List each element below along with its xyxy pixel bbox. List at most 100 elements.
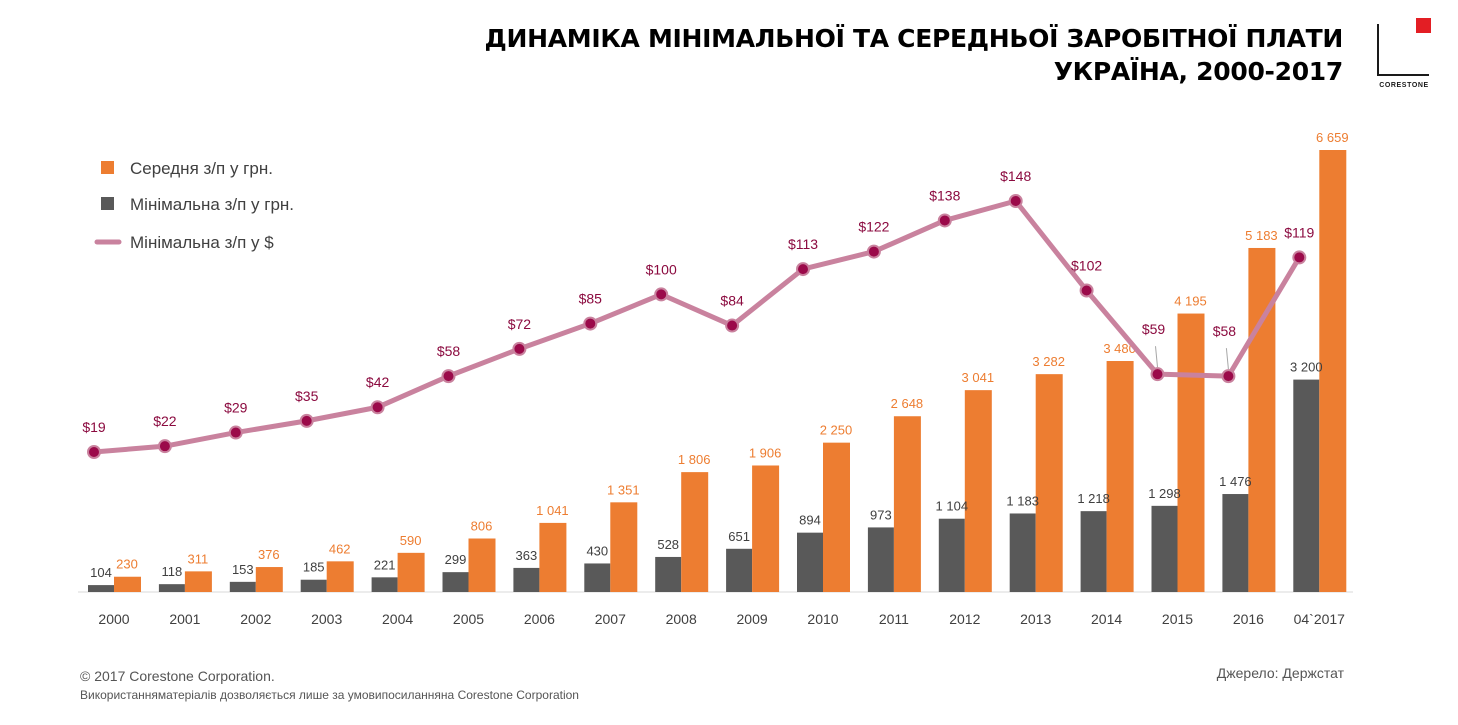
- min-wage-label-2011: 973: [870, 507, 892, 522]
- min-wage-label-2003: 185: [303, 560, 325, 575]
- logo-frame: [1377, 24, 1429, 76]
- min-wage-bar-2016: [1222, 494, 1249, 592]
- avg-wage-label-2003: 462: [329, 541, 351, 556]
- usd-label-2014: $102: [1071, 258, 1102, 274]
- usd-label-2013: $148: [1000, 168, 1031, 184]
- avg-wage-bar-2004: [397, 552, 425, 592]
- x-tick-label-2002: 2002: [240, 611, 271, 627]
- usd-leader-2016: [1225, 348, 1229, 370]
- usd-label-2010: $113: [788, 236, 818, 252]
- x-tick-label-2016: 2016: [1233, 611, 1264, 627]
- corestone-logo: CORESTONE: [1374, 18, 1434, 94]
- x-tick-label-2000: 2000: [98, 611, 129, 627]
- usd-line-layer: $19 $22 $29 $35 $42 $58 $72 $85 $100 $84 $113 $122 $…: [82, 168, 1315, 459]
- min-wage-bar-2006: [513, 567, 540, 592]
- usd-point-2016: [1221, 369, 1236, 384]
- min-wage-bar-2009: [726, 548, 753, 592]
- min-wage-bar-04`2017: [1293, 379, 1320, 592]
- usd-point-2015: [1150, 367, 1165, 382]
- min-wage-label-2001: 118: [162, 564, 183, 579]
- avg-wage-bar-2001: [184, 571, 212, 592]
- avg-wage-label-2002: 376: [258, 547, 280, 562]
- avg-wage-bar-2015: [1177, 313, 1205, 592]
- logo-red-square: [1416, 18, 1431, 33]
- min-wage-label-2008: 528: [657, 537, 679, 552]
- min-wage-label-2010: 894: [799, 513, 821, 528]
- min-wage-bar-2013: [1009, 513, 1036, 592]
- usd-label-2005: $58: [437, 343, 461, 359]
- x-tick-label-2004: 2004: [382, 611, 413, 627]
- avg-wage-label-2015: 4 195: [1174, 294, 1207, 309]
- avg-wage-label-2007: 1 351: [607, 482, 640, 497]
- usd-point-2008: [654, 287, 669, 302]
- avg-wage-label-2014: 3 480: [1103, 341, 1136, 356]
- avg-wage-label-2006: 1 041: [536, 503, 569, 518]
- usd-leader-2015: [1155, 346, 1158, 368]
- min-wage-label-2000: 104: [90, 565, 112, 580]
- usd-point-2011: [866, 244, 881, 259]
- avg-wage-bar-2010: [823, 442, 850, 592]
- min-wage-bar-2010: [797, 532, 823, 592]
- x-tick-label-2007: 2007: [595, 611, 626, 627]
- avg-wage-label-2000: 230: [116, 557, 138, 572]
- avg-wage-bar-2000: [114, 576, 141, 592]
- avg-wage-label-2016: 5 183: [1245, 228, 1278, 243]
- min-wage-label-2013: 1 183: [1006, 493, 1039, 508]
- min-wage-bar-2000: [88, 585, 114, 592]
- x-tick-label-2014: 2014: [1091, 611, 1122, 627]
- x-tick-label-2012: 2012: [949, 611, 980, 627]
- avg-wage-label-2005: 806: [471, 519, 493, 534]
- usd-label-2008: $100: [646, 261, 677, 277]
- usd-label-2012: $138: [929, 187, 960, 203]
- min-wage-label-2005: 299: [445, 552, 467, 567]
- usd-label-2011: $122: [858, 219, 889, 235]
- usd-label-2002: $29: [224, 400, 248, 416]
- usd-point-2003: [299, 413, 314, 428]
- usd-label-2009: $84: [720, 293, 744, 309]
- usd-label-2000: $19: [82, 419, 106, 435]
- chart-title: ДИНАМІКА МІНІМАЛЬНОЇ ТА СЕРЕДНЬОЇ ЗАРОБІ…: [485, 22, 1344, 88]
- usd-point-2013: [1008, 194, 1023, 208]
- legend-average-label: Середня з/п у грн.: [130, 159, 273, 178]
- avg-wage-bar-04`2017: [1319, 150, 1347, 592]
- x-tick-label-2008: 2008: [666, 611, 697, 627]
- usd-point-2010: [796, 262, 810, 277]
- avg-wage-bar-2013: [1035, 374, 1063, 592]
- x-tick-label-2005: 2005: [453, 611, 484, 627]
- avg-wage-label-2004: 590: [400, 533, 422, 548]
- source-note: Джерело: Держстат: [1216, 665, 1344, 681]
- x-tick-label-2011: 2011: [879, 611, 909, 627]
- min-wage-bar-2003: [300, 579, 327, 592]
- avg-wage-bar-2007: [610, 502, 638, 592]
- x-tick-label-2003: 2003: [311, 611, 342, 627]
- min-wage-label-04`2017: 3 200: [1290, 360, 1323, 375]
- x-tick-label-2010: 2010: [807, 611, 838, 627]
- chart-title-line-2: УКРАЇНА, 2000-2017: [1053, 57, 1344, 86]
- avg-wage-label-2011: 2 648: [891, 396, 924, 411]
- x-tick-label-2001: 2001: [169, 611, 200, 627]
- usd-label-2016: $58: [1213, 323, 1237, 339]
- min-wage-label-2004: 221: [374, 557, 396, 572]
- usd-point-2005: [441, 369, 456, 384]
- usd-series-line: [93, 198, 1302, 455]
- avg-wage-bar-2005: [468, 538, 496, 592]
- x-tick-label-2009: 2009: [737, 611, 768, 627]
- usd-label-2004: $42: [366, 374, 390, 390]
- min-wage-bar-2001: [158, 584, 185, 592]
- legend-usd-label: Мінімальна з/п у $: [130, 233, 274, 252]
- min-wage-bar-2012: [938, 518, 965, 592]
- x-tick-label-2015: 2015: [1162, 611, 1193, 627]
- avg-wage-label-2009: 1 906: [749, 445, 782, 460]
- min-wage-label-2002: 153: [232, 562, 254, 577]
- x-tick-label-2013: 2013: [1020, 611, 1051, 627]
- legend: Середня з/п у грн. Мінімальна з/п у грн.…: [94, 159, 294, 252]
- min-wage-bar-2002: [229, 581, 256, 592]
- avg-wage-bar-2008: [681, 472, 709, 592]
- logo-text: CORESTONE: [1379, 82, 1429, 89]
- legend-minimum-label: Мінімальна з/п у грн.: [130, 195, 294, 214]
- min-wage-bar-2004: [371, 577, 398, 592]
- usage-note: Використанняматеріалів дозволяється лише…: [80, 688, 579, 702]
- min-wage-label-2007: 430: [586, 543, 608, 558]
- usd-point-2000: [87, 445, 101, 459]
